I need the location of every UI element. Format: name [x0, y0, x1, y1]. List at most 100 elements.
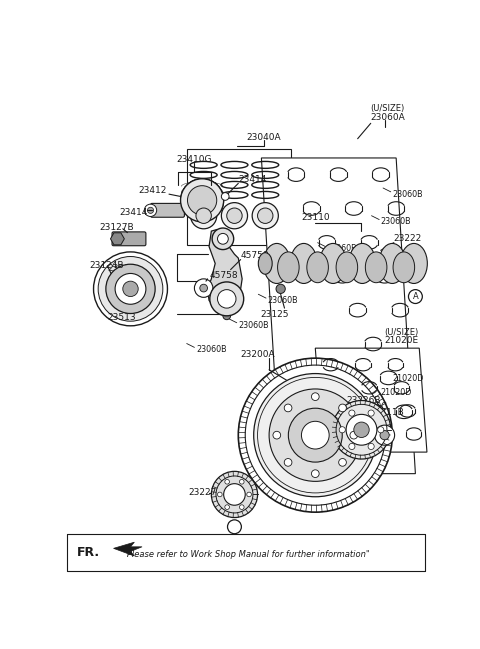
Text: 21020D: 21020D: [392, 374, 424, 384]
Polygon shape: [315, 348, 427, 452]
Circle shape: [349, 410, 355, 416]
Circle shape: [301, 421, 329, 449]
Circle shape: [180, 178, 224, 222]
Circle shape: [332, 400, 391, 459]
Text: A: A: [231, 522, 237, 532]
Text: 23226B: 23226B: [346, 396, 381, 405]
Text: 21020D: 21020D: [381, 388, 412, 397]
Circle shape: [349, 443, 355, 450]
Text: (U/SIZE): (U/SIZE): [384, 328, 419, 337]
Circle shape: [269, 389, 361, 482]
Text: 23410G: 23410G: [176, 155, 211, 164]
Circle shape: [339, 426, 345, 433]
Circle shape: [284, 459, 292, 466]
Ellipse shape: [349, 243, 376, 284]
Text: 45758: 45758: [210, 271, 239, 280]
Circle shape: [240, 505, 244, 509]
Circle shape: [247, 492, 252, 496]
Circle shape: [354, 422, 369, 437]
Circle shape: [144, 204, 156, 217]
Circle shape: [196, 208, 211, 223]
Circle shape: [224, 484, 245, 505]
Circle shape: [408, 289, 422, 304]
Circle shape: [276, 284, 285, 293]
Circle shape: [339, 459, 347, 466]
Text: 23127B: 23127B: [100, 223, 134, 232]
Text: 21020E: 21020E: [384, 336, 419, 345]
Circle shape: [380, 430, 389, 440]
Text: 23124B: 23124B: [90, 262, 124, 270]
Text: 23200A: 23200A: [240, 350, 275, 359]
Circle shape: [200, 284, 207, 292]
Ellipse shape: [379, 243, 406, 284]
Text: 23060B: 23060B: [381, 217, 411, 227]
Circle shape: [368, 443, 374, 450]
Circle shape: [210, 282, 244, 316]
Ellipse shape: [365, 252, 387, 283]
Text: 23227: 23227: [188, 489, 216, 497]
Circle shape: [227, 208, 242, 223]
Polygon shape: [207, 230, 242, 310]
Circle shape: [240, 480, 244, 484]
Ellipse shape: [336, 252, 358, 283]
Ellipse shape: [320, 243, 347, 284]
Circle shape: [217, 234, 228, 244]
Ellipse shape: [400, 243, 427, 284]
Ellipse shape: [290, 243, 317, 284]
Circle shape: [350, 432, 358, 439]
Circle shape: [217, 492, 222, 496]
Circle shape: [212, 228, 234, 250]
Circle shape: [225, 505, 229, 509]
Polygon shape: [262, 158, 415, 474]
Circle shape: [378, 426, 384, 433]
Text: 23412: 23412: [138, 186, 167, 195]
Text: FR.: FR.: [77, 546, 100, 559]
Circle shape: [273, 432, 281, 439]
Text: 23414: 23414: [119, 208, 147, 217]
FancyBboxPatch shape: [151, 203, 184, 217]
Text: 21030C: 21030C: [356, 402, 387, 411]
Circle shape: [191, 202, 217, 229]
Circle shape: [258, 208, 273, 223]
Text: 23060B: 23060B: [238, 321, 269, 330]
Circle shape: [339, 404, 347, 411]
Circle shape: [98, 256, 163, 321]
Text: 23060B: 23060B: [196, 345, 227, 354]
Text: 23060B: 23060B: [292, 273, 323, 282]
Polygon shape: [110, 233, 124, 245]
Circle shape: [238, 358, 392, 512]
Text: "Please refer to Work Shop Manual for further information": "Please refer to Work Shop Manual for fu…: [122, 550, 370, 559]
Circle shape: [254, 374, 377, 496]
Text: (U/SIZE): (U/SIZE): [371, 104, 405, 113]
Circle shape: [368, 410, 374, 416]
Text: 23060B: 23060B: [392, 190, 423, 199]
Circle shape: [221, 202, 248, 229]
Circle shape: [288, 408, 342, 462]
Circle shape: [284, 404, 292, 411]
Circle shape: [123, 281, 138, 297]
Circle shape: [194, 279, 213, 297]
Circle shape: [106, 264, 155, 313]
Text: 23110: 23110: [301, 213, 330, 222]
Text: A: A: [412, 292, 418, 301]
Ellipse shape: [393, 252, 415, 283]
Text: 23125: 23125: [260, 310, 289, 319]
Circle shape: [228, 520, 241, 533]
Circle shape: [217, 289, 236, 308]
Circle shape: [374, 425, 395, 445]
Circle shape: [147, 207, 154, 214]
Bar: [187, 149, 291, 245]
Text: 23060B: 23060B: [327, 244, 358, 253]
FancyBboxPatch shape: [112, 232, 146, 246]
Ellipse shape: [264, 243, 290, 284]
Text: 45758: 45758: [240, 251, 269, 260]
Circle shape: [312, 393, 319, 400]
Text: 23513: 23513: [108, 313, 136, 322]
Circle shape: [188, 186, 217, 215]
Ellipse shape: [258, 252, 272, 275]
Ellipse shape: [307, 252, 328, 283]
Text: 23060A: 23060A: [371, 113, 406, 121]
Circle shape: [115, 273, 146, 304]
Text: 23414: 23414: [238, 175, 267, 184]
Circle shape: [223, 312, 230, 320]
